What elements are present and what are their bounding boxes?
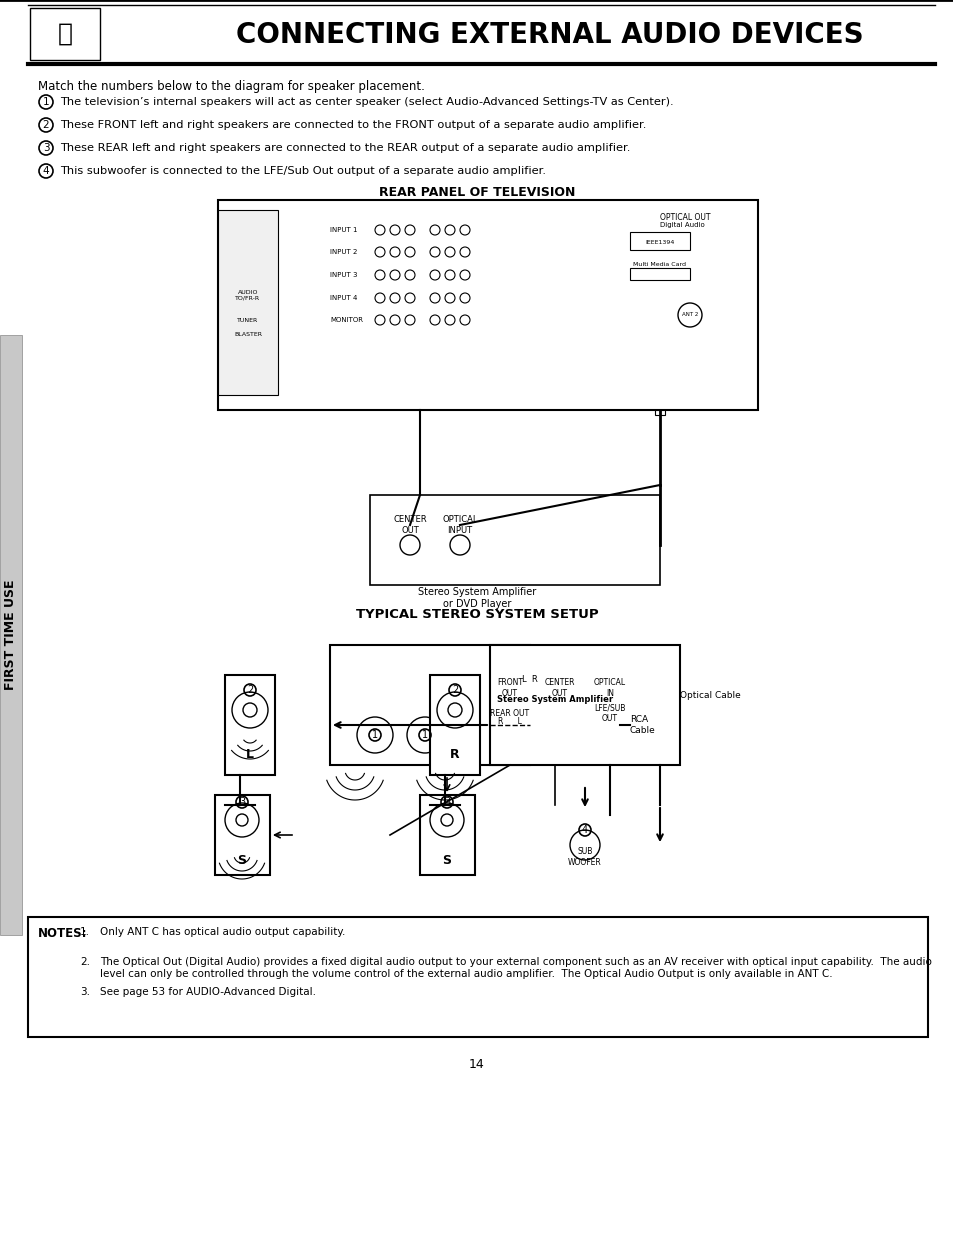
Text: 2.: 2.	[80, 957, 90, 967]
Text: Stereo System Amplifier: Stereo System Amplifier	[497, 695, 613, 704]
Text: IEEE1394: IEEE1394	[644, 240, 674, 245]
Text: The television’s internal speakers will act as center speaker (select Audio-Adva: The television’s internal speakers will …	[60, 98, 673, 107]
Bar	[419, 795, 475, 876]
Text: This subwoofer is connected to the LFE/Sub Out output of a separate audio amplif: This subwoofer is connected to the LFE/S…	[60, 165, 545, 177]
Text: OPTICAL
INPUT: OPTICAL INPUT	[442, 515, 477, 535]
Text: L  R: L R	[521, 676, 537, 684]
Text: FIRST TIME USE: FIRST TIME USE	[5, 579, 17, 690]
Bar	[28, 918, 927, 1037]
Text: TUNER: TUNER	[237, 317, 258, 322]
Text: Digital Audio: Digital Audio	[659, 222, 704, 228]
Text: REAR PANEL OF TELEVISION: REAR PANEL OF TELEVISION	[378, 185, 575, 199]
Text: Match the numbers below to the diagram for speaker placement.: Match the numbers below to the diagram f…	[38, 80, 424, 93]
Text: REAR OUT: REAR OUT	[490, 709, 529, 718]
Text: The Optical Out (Digital Audio) provides a fixed digital audio output to your ex: The Optical Out (Digital Audio) provides…	[100, 957, 931, 978]
Text: ANT 2: ANT 2	[681, 312, 698, 317]
Text: FRONT
OUT: FRONT OUT	[497, 678, 522, 698]
Text: 1: 1	[372, 730, 377, 740]
Text: R      L: R L	[497, 718, 521, 726]
Bar	[330, 645, 530, 764]
Text: 3.: 3.	[80, 987, 90, 997]
Text: Optical Cable: Optical Cable	[679, 690, 740, 699]
Text: 1: 1	[421, 730, 428, 740]
Text: S: S	[237, 853, 246, 867]
Text: 2: 2	[43, 120, 50, 130]
Text: 3: 3	[43, 143, 50, 153]
Text: 4: 4	[43, 165, 50, 177]
Text: 1.: 1.	[80, 927, 90, 937]
Text: 4: 4	[581, 825, 587, 835]
Bar	[218, 200, 758, 410]
Bar	[655, 410, 664, 415]
Bar	[430, 676, 479, 776]
Text: 1: 1	[43, 98, 50, 107]
Bar	[490, 645, 679, 764]
Text: 3: 3	[443, 797, 450, 806]
Text: CENTER
OUT: CENTER OUT	[544, 678, 575, 698]
Text: CENTER
OUT: CENTER OUT	[393, 515, 426, 535]
Text: R: R	[450, 748, 459, 762]
Bar	[629, 232, 689, 249]
Text: AUDIO
TO/FR-R: AUDIO TO/FR-R	[235, 289, 260, 300]
Bar	[0, 335, 22, 935]
Bar	[30, 7, 100, 61]
Bar	[214, 795, 270, 876]
Text: 📺: 📺	[57, 22, 72, 46]
Text: BLASTER: BLASTER	[233, 332, 262, 337]
Text: INPUT 3: INPUT 3	[330, 272, 357, 278]
Text: NOTES:: NOTES:	[38, 927, 88, 940]
Text: LFE/SUB
OUT: LFE/SUB OUT	[594, 703, 625, 722]
Text: INPUT 1: INPUT 1	[330, 227, 357, 233]
Text: Multi Media Card: Multi Media Card	[633, 263, 686, 268]
Text: Only ANT C has optical audio output capability.: Only ANT C has optical audio output capa…	[100, 927, 345, 937]
Text: S: S	[442, 853, 451, 867]
Text: RCA
Cable: RCA Cable	[629, 715, 655, 735]
Bar	[629, 268, 689, 280]
Bar	[218, 210, 277, 395]
Text: OPTICAL OUT: OPTICAL OUT	[659, 212, 710, 221]
Text: CONNECTING EXTERNAL AUDIO DEVICES: CONNECTING EXTERNAL AUDIO DEVICES	[236, 21, 862, 49]
Text: INPUT 2: INPUT 2	[330, 249, 357, 254]
Text: 3: 3	[238, 797, 245, 806]
Text: L: L	[246, 748, 253, 762]
Bar	[225, 676, 274, 776]
Text: These REAR left and right speakers are connected to the REAR output of a separat: These REAR left and right speakers are c…	[60, 143, 630, 153]
Text: Stereo System Amplifier
or DVD Player: Stereo System Amplifier or DVD Player	[417, 587, 536, 609]
Text: These FRONT left and right speakers are connected to the FRONT output of a separ: These FRONT left and right speakers are …	[60, 120, 646, 130]
Text: 14: 14	[469, 1058, 484, 1072]
Text: TYPICAL STEREO SYSTEM SETUP: TYPICAL STEREO SYSTEM SETUP	[355, 609, 598, 621]
Text: SUB
WOOFER: SUB WOOFER	[568, 847, 601, 867]
Text: MONITOR: MONITOR	[330, 317, 363, 324]
Text: 2: 2	[452, 685, 457, 695]
Text: See page 53 for AUDIO-Advanced Digital.: See page 53 for AUDIO-Advanced Digital.	[100, 987, 315, 997]
Bar	[370, 495, 659, 585]
Text: INPUT 4: INPUT 4	[330, 295, 357, 301]
Text: OPTICAL
IN: OPTICAL IN	[594, 678, 625, 698]
Text: 2: 2	[247, 685, 253, 695]
